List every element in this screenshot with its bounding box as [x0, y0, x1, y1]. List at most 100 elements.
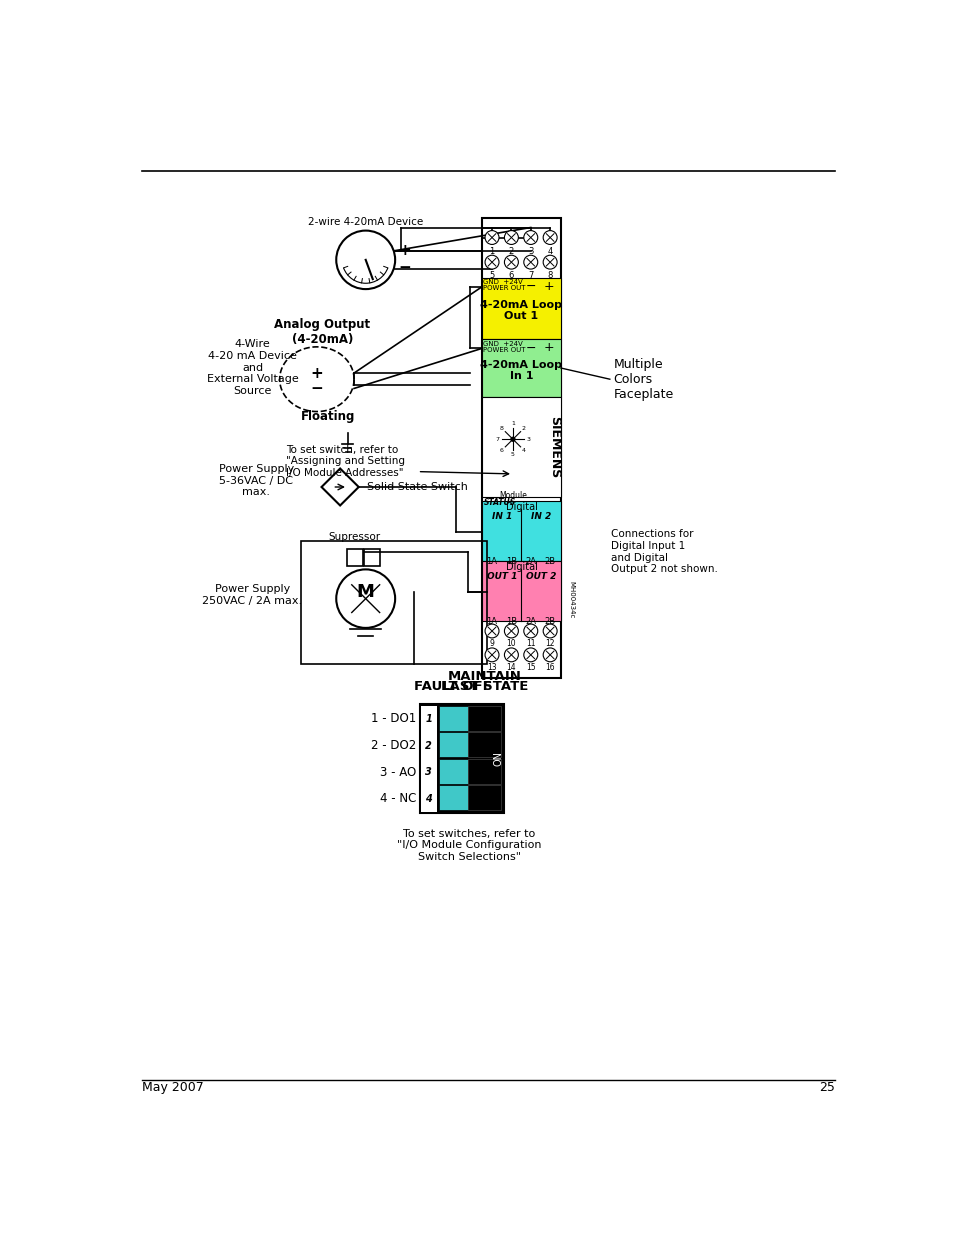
Text: 15: 15 [525, 662, 535, 672]
Text: 3: 3 [425, 767, 432, 777]
Text: Multiple
Colors
Faceplate: Multiple Colors Faceplate [613, 358, 673, 400]
Circle shape [484, 256, 498, 269]
Bar [438, 785, 468, 810]
Bar [438, 732, 468, 757]
Text: Digital: Digital [505, 503, 537, 513]
Bar [421, 705, 436, 811]
Text: May 2007: May 2007 [142, 1081, 204, 1094]
Text: 16: 16 [545, 662, 555, 672]
Text: 3: 3 [528, 247, 533, 256]
Text: 2-wire 4-20mA Device: 2-wire 4-20mA Device [308, 216, 423, 227]
Text: 11: 11 [525, 638, 535, 647]
Text: Analog Output
(4-20mA): Analog Output (4-20mA) [274, 317, 370, 346]
Text: 1: 1 [489, 247, 495, 256]
Text: −: − [525, 280, 536, 293]
Text: LAST STATE: LAST STATE [441, 680, 528, 693]
Circle shape [542, 256, 557, 269]
Text: Floating: Floating [301, 410, 355, 424]
Text: 4-20mA Loop: 4-20mA Loop [480, 359, 562, 370]
Text: 1: 1 [425, 714, 432, 724]
Text: 4: 4 [425, 794, 432, 804]
Text: FAULT OFF: FAULT OFF [414, 680, 492, 693]
Text: 5: 5 [489, 272, 495, 280]
Text: 14: 14 [506, 662, 516, 672]
Text: Connections for
Digital Input 1
and Digital
Output 2 not shown.: Connections for Digital Input 1 and Digi… [611, 530, 718, 574]
Text: 7: 7 [495, 437, 499, 442]
Circle shape [504, 648, 517, 662]
Text: To set switch, refer to
"Assigning and Setting
I/O Module Addresses": To set switch, refer to "Assigning and S… [286, 445, 404, 478]
Text: MH00434c: MH00434c [568, 580, 575, 618]
Text: 25: 25 [819, 1081, 835, 1094]
Text: 4: 4 [521, 447, 525, 453]
Bar [468, 705, 500, 731]
Text: POWER OUT: POWER OUT [483, 285, 525, 291]
Text: 10: 10 [506, 638, 516, 647]
Bar [468, 732, 500, 757]
Circle shape [335, 231, 395, 289]
Text: 1B: 1B [505, 557, 517, 566]
Text: Module: Module [498, 490, 526, 500]
Text: To set switches, refer to
"I/O Module Configuration
Switch Selections": To set switches, refer to "I/O Module Co… [396, 829, 541, 862]
Text: 6: 6 [499, 447, 503, 453]
Text: IN 2: IN 2 [531, 511, 551, 521]
Circle shape [504, 231, 517, 245]
Circle shape [542, 648, 557, 662]
Text: 1A: 1A [486, 557, 497, 566]
Circle shape [523, 648, 537, 662]
Text: 2: 2 [508, 247, 514, 256]
Text: Out 1: Out 1 [504, 311, 538, 321]
Circle shape [335, 569, 395, 627]
Text: 2A: 2A [525, 557, 536, 566]
Bar [347, 548, 362, 566]
Text: MAINTAIN: MAINTAIN [448, 669, 521, 683]
Text: GND  +24V: GND +24V [483, 341, 522, 347]
Bar [468, 758, 500, 784]
Bar [468, 785, 500, 810]
Bar [481, 340, 560, 396]
Text: +: + [543, 341, 554, 354]
Circle shape [484, 231, 498, 245]
Text: 13: 13 [487, 662, 497, 672]
Text: 3: 3 [526, 437, 530, 442]
Circle shape [523, 256, 537, 269]
Text: 3 - AO: 3 - AO [379, 766, 416, 778]
Bar [481, 217, 560, 678]
Text: −: − [397, 261, 411, 275]
Bar [481, 561, 560, 621]
Text: Supressor: Supressor [328, 532, 379, 542]
Text: +: + [310, 366, 323, 380]
Text: 1 - DO1: 1 - DO1 [371, 713, 416, 725]
Text: −: − [310, 380, 323, 396]
Text: 2 - DO2: 2 - DO2 [371, 739, 416, 752]
Text: 9: 9 [489, 638, 494, 647]
Bar [438, 758, 468, 784]
Text: GND  +24V: GND +24V [483, 279, 522, 285]
Text: −: − [525, 341, 536, 354]
Text: Solid State Switch: Solid State Switch [367, 482, 468, 492]
Text: OUT 2: OUT 2 [525, 572, 556, 580]
Text: 2: 2 [425, 741, 432, 751]
Text: In 1: In 1 [509, 370, 533, 380]
Text: 5: 5 [511, 452, 515, 457]
Text: 8: 8 [499, 426, 503, 431]
Bar [301, 541, 487, 664]
Bar [481, 396, 560, 496]
Text: 7: 7 [528, 272, 533, 280]
Text: 4: 4 [547, 247, 552, 256]
Bar [419, 704, 503, 814]
Text: OUT 1: OUT 1 [486, 572, 517, 580]
Text: IN 1: IN 1 [491, 511, 512, 521]
Text: Digital: Digital [505, 562, 537, 573]
Text: Power Supply
5-36VAC / DC
max.: Power Supply 5-36VAC / DC max. [218, 464, 294, 498]
Circle shape [542, 624, 557, 638]
Polygon shape [321, 468, 358, 505]
Text: SIEMENS: SIEMENS [548, 416, 560, 478]
Circle shape [504, 624, 517, 638]
Text: 12: 12 [545, 638, 555, 647]
Text: 4-20mA Loop: 4-20mA Loop [480, 300, 562, 310]
Text: 1B: 1B [505, 618, 517, 626]
Circle shape [511, 437, 515, 441]
Bar [481, 278, 560, 340]
Circle shape [484, 624, 498, 638]
Text: 2: 2 [521, 426, 525, 431]
